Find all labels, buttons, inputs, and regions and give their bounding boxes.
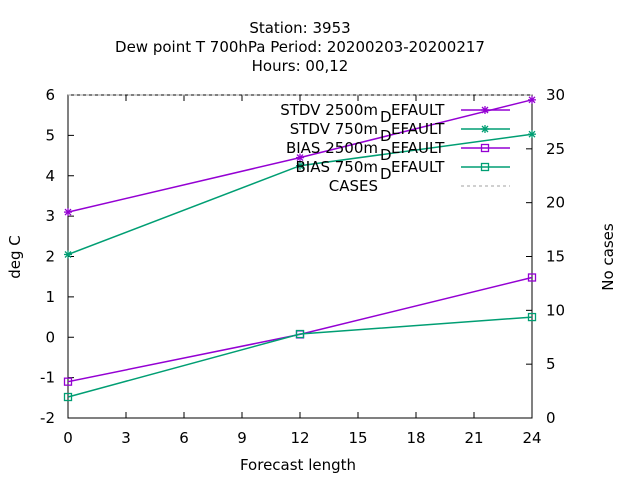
y2-tick-label: 30 [546,86,565,104]
y-tick-label: 6 [45,86,55,104]
marker-stroke [481,106,489,114]
legend-label: BIAS 750m [295,158,378,176]
data-point-2 [527,273,537,282]
y-tick-label: -2 [40,409,55,427]
data-point-0 [296,153,304,162]
marker-stroke [528,96,536,104]
y-tick-label: 4 [45,167,55,185]
legend-label-suffix: EFAULT [391,101,445,119]
data-point-1 [64,250,72,259]
series-line-2 [67,276,533,383]
x-tick-label: 24 [522,429,541,447]
series-layer [63,94,537,402]
legend-marker [481,125,489,133]
y2-tick-label: 25 [546,140,565,158]
y2-axis-label: No cases [599,223,617,291]
x-tick-label: 15 [348,429,367,447]
data-point-2 [63,377,73,386]
x-tick-label: 9 [237,429,247,447]
legend-label: STDV 2500m [280,101,378,119]
chart-title-line: Hours: 00,12 [252,57,349,75]
legend-label: STDV 750m [290,120,378,138]
series-line-3 [67,316,533,398]
y2-tick-label: 15 [546,248,565,266]
marker-stroke [296,162,304,170]
chart-title-line: Dew point T 700hPa Period: 20200203-2020… [115,38,485,56]
y-tick-label: 3 [45,207,55,225]
y-tick-label: 0 [45,328,55,346]
x-tick-label: 18 [406,429,425,447]
chart-title-line: Station: 3953 [249,19,350,37]
y2-tick-label: 20 [546,194,565,212]
marker-stroke [481,125,489,133]
legend-marker [481,106,489,114]
marker-stroke [64,251,72,258]
legend-label-suffix: EFAULT [391,158,445,176]
y-axis-label: deg C [6,235,24,279]
y2-tick-label: 10 [546,301,565,319]
y2-tick-label: 5 [546,355,556,373]
x-axis-label: Forecast length [240,456,356,474]
x-tick-label: 6 [179,429,189,447]
y-tick-label: 1 [45,288,55,306]
x-tick-label: 3 [121,429,131,447]
legend-marker [480,143,490,153]
data-point-3 [63,392,73,402]
x-tick-label: 12 [290,429,309,447]
y2-tick-label: 0 [546,409,556,427]
data-point-3 [527,312,537,322]
legend-label-suffix: EFAULT [391,120,445,138]
marker-stroke [64,208,72,216]
legend-label: CASES [329,177,378,195]
data-point-1 [528,130,536,139]
marker-stroke [296,154,304,162]
data-point-1 [296,161,304,170]
data-point-3 [295,329,305,339]
legend-label: BIAS 2500m [286,139,378,157]
data-point-0 [64,208,72,217]
legend-label-sub: D [380,127,392,145]
y-tick-label: 2 [45,248,55,266]
legend-label-sub: D [380,146,392,164]
legend-label-sub: D [380,165,392,183]
x-tick-label: 0 [63,429,73,447]
legend-label-sub: D [380,108,392,126]
data-point-0 [528,95,536,104]
marker-stroke [528,130,536,138]
x-tick-label: 21 [464,429,483,447]
legend-label-suffix: EFAULT [391,139,445,157]
y-tick-label: -1 [40,369,55,387]
y-tick-label: 5 [45,126,55,144]
legend-marker [480,162,490,172]
